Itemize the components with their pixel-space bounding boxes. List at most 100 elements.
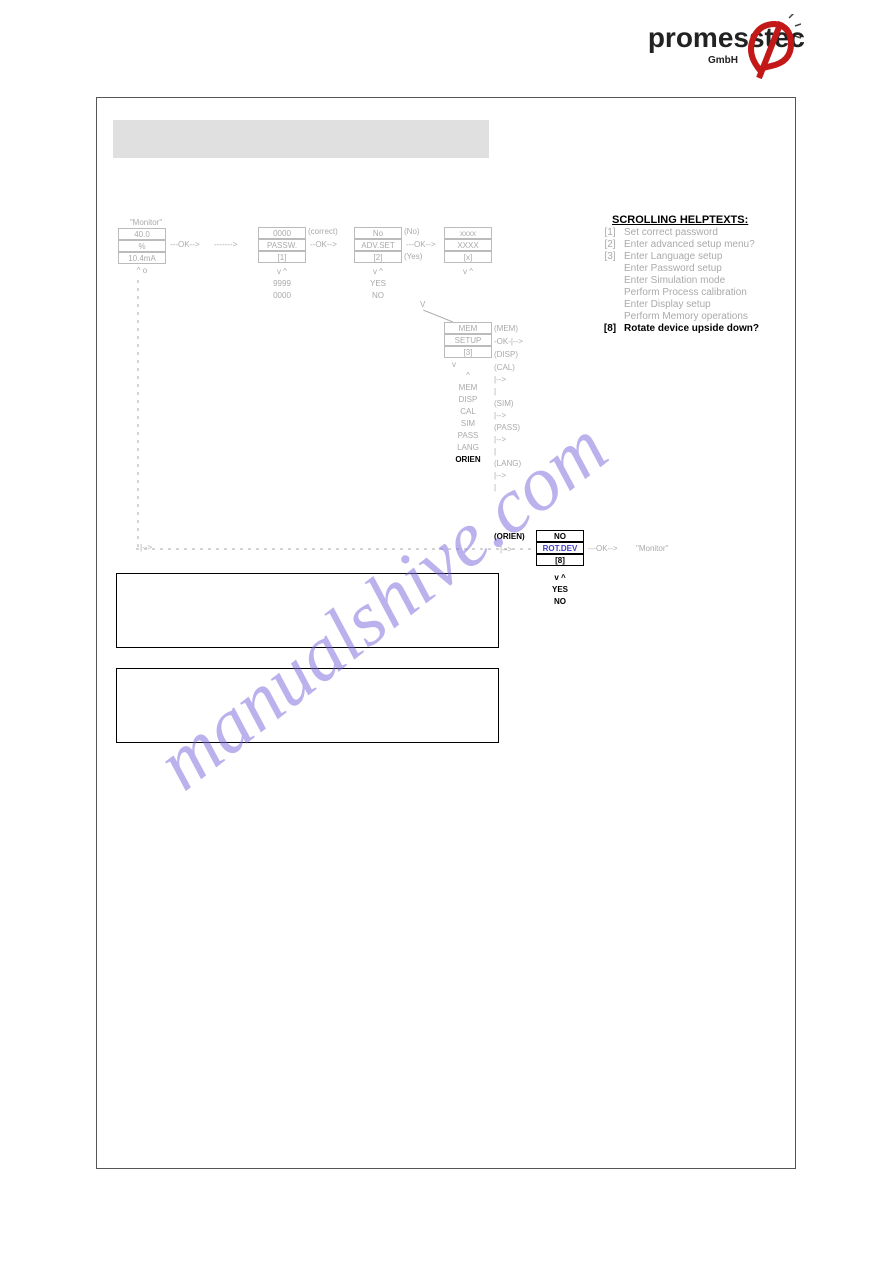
helptext-row-8: [8]Rotate device upside down? xyxy=(596,323,759,334)
rd-cell-0: NO xyxy=(536,530,584,542)
orien-arrow: |--> xyxy=(500,545,512,554)
adv-cell-0: No xyxy=(354,227,402,239)
helptext-text-0: Set correct password xyxy=(624,227,718,238)
rd-below-2: NO xyxy=(536,596,584,608)
setup-side-mid: -OK-|--> xyxy=(494,337,523,346)
side-6: |--> xyxy=(494,410,534,422)
side-8: |--> xyxy=(494,434,534,446)
x-cell-2: [x] xyxy=(444,251,492,263)
setup-list: ^ MEM DISP CAL SIM PASS LANG ORIEN xyxy=(444,370,492,466)
helptext-row-6: Enter Display setup xyxy=(596,299,711,310)
sl-0: ^ xyxy=(444,370,492,382)
setup-cell-0: MEM xyxy=(444,322,492,334)
adv-below-1: YES xyxy=(354,278,402,290)
vdash-left xyxy=(136,280,140,550)
sl-3: CAL xyxy=(444,406,492,418)
helptext-idx-2: [3] xyxy=(596,251,624,262)
pw-below-1: 9999 xyxy=(258,278,306,290)
sl-1: MEM xyxy=(444,382,492,394)
setup-box: MEM SETUP [3] xyxy=(444,322,492,358)
sl-5: PASS xyxy=(444,430,492,442)
adv-side-bot: (Yes) xyxy=(404,252,422,261)
helptext-idx-1: [2] xyxy=(596,239,624,250)
arrow-ok-final: ---OK--> xyxy=(588,544,618,553)
pw-below-0: v ^ xyxy=(258,266,306,278)
side-10: (LANG) xyxy=(494,458,534,470)
setup-side-bot: (DISP) xyxy=(494,350,518,359)
helptext-row-4: Enter Simulation mode xyxy=(596,275,725,286)
x-cell-1: XXXX xyxy=(444,239,492,251)
helptext-text-4: Enter Simulation mode xyxy=(624,275,725,286)
rd-cell-2: [8] xyxy=(536,554,584,566)
side-list: (CAL) |--> | (SIM) |--> (PASS) |--> | (L… xyxy=(494,362,534,494)
helptext-idx-8: [8] xyxy=(596,323,624,334)
adv-below: v ^ YES NO xyxy=(354,266,402,302)
brand-sub-text: GmbH xyxy=(708,55,738,66)
pw-cell-2: [1] xyxy=(258,251,306,263)
arrow-ok-3: ---OK--> xyxy=(406,240,436,249)
brand-logo-icon xyxy=(741,14,801,84)
pw-below: v ^ 9999 0000 xyxy=(258,266,306,302)
setup-cell-2: [3] xyxy=(444,346,492,358)
sl-2: DISP xyxy=(444,394,492,406)
side-12: | xyxy=(494,482,534,494)
rd-cell-1: ROT.DEV xyxy=(536,542,584,554)
adv-cell-1: ADV.SET xyxy=(354,239,402,251)
adv-below-0: v ^ xyxy=(354,266,402,278)
helptext-row-1: [2]Enter advanced setup menu? xyxy=(596,239,755,250)
empty-box-1 xyxy=(116,573,499,648)
helptext-text-3: Enter Password setup xyxy=(624,263,722,274)
empty-box-2 xyxy=(116,668,499,743)
helptext-text-7: Perform Memory operations xyxy=(624,311,748,322)
rotdev-box: NO ROT.DEV [8] xyxy=(536,530,584,566)
rd-below-1: YES xyxy=(536,584,584,596)
pw-side: (correct) xyxy=(308,227,338,236)
side-5: (SIM) xyxy=(494,398,534,410)
rd-below: v ^ YES NO xyxy=(536,572,584,608)
setup-side-top: (MEM) xyxy=(494,324,518,333)
side-11: |--> xyxy=(494,470,534,482)
arrow-ok-1: ---OK--> xyxy=(170,240,200,249)
helptext-row-0: [1]Set correct password xyxy=(596,227,718,238)
side-9: | xyxy=(494,446,534,458)
rd-below-0: v ^ xyxy=(536,572,584,584)
adv-below-2: NO xyxy=(354,290,402,302)
helptexts-title: SCROLLING HELPTEXTS: xyxy=(612,214,748,226)
hdash-bottom xyxy=(136,547,536,551)
helptext-row-7: Perform Memory operations xyxy=(596,311,748,322)
pw-below-2: 0000 xyxy=(258,290,306,302)
sl-6: LANG xyxy=(444,442,492,454)
final-monitor-label: "Monitor" xyxy=(636,544,668,553)
orien-label: (ORIEN) xyxy=(494,532,525,541)
sl-4: SIM xyxy=(444,418,492,430)
monitor-box: 40.0 % 10.4mA xyxy=(118,228,166,264)
arrow-ok-2: --OK--> xyxy=(310,240,337,249)
setup-cell-1: SETUP xyxy=(444,334,492,346)
password-box: 0000 PASSW. [1] xyxy=(258,227,306,263)
helptext-text-6: Enter Display setup xyxy=(624,299,711,310)
monitor-cell-1: % xyxy=(118,240,166,252)
side-4: | xyxy=(494,386,534,398)
side-3: |--> xyxy=(494,374,534,386)
adv-cell-2: [2] xyxy=(354,251,402,263)
arrow-bottom-right: |--> xyxy=(140,543,152,552)
pw-cell-0: 0000 xyxy=(258,227,306,239)
gray-header-box xyxy=(113,120,489,158)
monitor-cell-2: 10.4mA xyxy=(118,252,166,264)
x-below-0: v ^ xyxy=(444,266,492,278)
v-marker: V xyxy=(420,300,425,309)
monitor-cell-0: 40.0 xyxy=(118,228,166,240)
helptext-text-8: Rotate device upside down? xyxy=(624,323,759,334)
monitor-below: ^ o xyxy=(118,266,166,275)
setup-v: v xyxy=(452,360,456,369)
helptext-idx-0: [1] xyxy=(596,227,624,238)
side-7: (PASS) xyxy=(494,422,534,434)
monitor-title: "Monitor" xyxy=(122,218,170,227)
helptext-row-3: Enter Password setup xyxy=(596,263,722,274)
side-2: (CAL) xyxy=(494,362,534,374)
helptext-text-2: Enter Language setup xyxy=(624,251,722,262)
arrow-dash-1: -------> xyxy=(214,240,237,249)
adv-side-top: (No) xyxy=(404,227,420,236)
pw-cell-1: PASSW. xyxy=(258,239,306,251)
helptext-text-5: Perform Process calibration xyxy=(624,287,747,298)
